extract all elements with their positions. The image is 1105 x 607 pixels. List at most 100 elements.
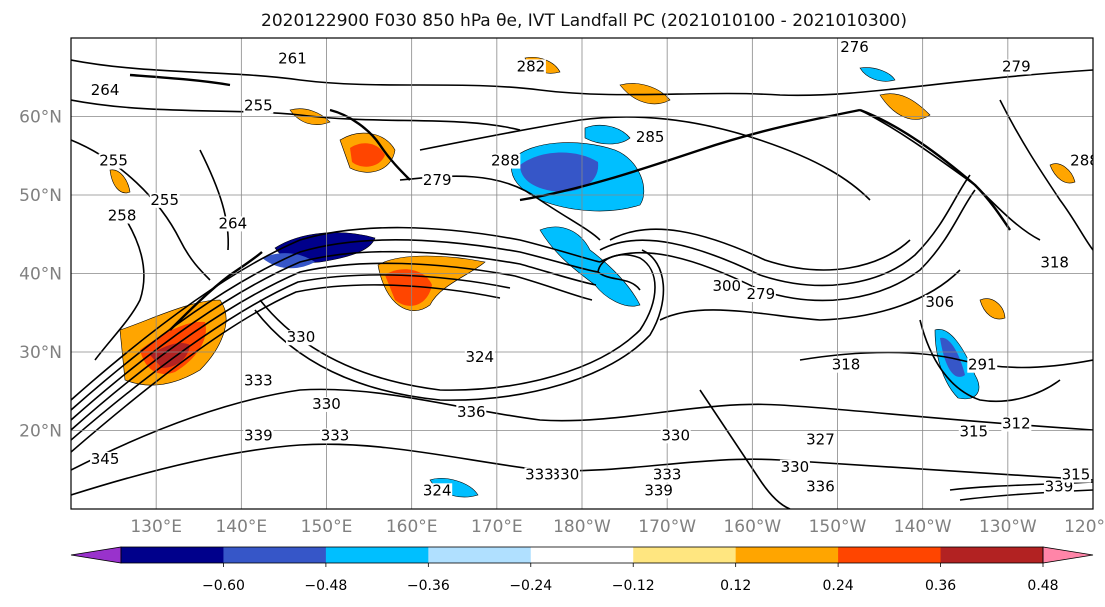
contour-tropic-5 [959,489,1093,501]
colorbar-segment-4 [530,547,634,563]
lon-tick-label-1: 140°E [215,517,267,537]
lon-tick-label-11: 120°W [1064,517,1105,537]
colorbar-tick-label-8: 0.48 [1027,578,1058,594]
contour-jet-3 [71,250,597,421]
contour-label-bg-23 [660,428,691,444]
contour-label-bg-27 [643,483,674,499]
contour-label-bg-24 [652,467,683,483]
contour-label-bg-25 [549,467,580,483]
contour-north-2 [71,99,521,131]
shade-red-okhotsk [350,143,385,167]
coast-siberia [129,73,231,87]
contour-eastpac-2 [799,351,1093,369]
lon-tick-label-2: 150°E [301,517,353,537]
shade-sky-central-npac [539,226,641,307]
contour-label-7: 285 [636,128,665,146]
contour-label-39: 279 [747,285,776,303]
contour-label-28: 324 [423,481,452,499]
coast-japan [169,251,263,331]
contour-label-32: 312 [1002,415,1031,433]
contour-label-6: 288 [491,152,520,170]
contour-east-3 [609,228,911,271]
lon-tick-label-4: 170°E [471,517,523,537]
contour-label-26: 333 [525,466,554,484]
colorbar-segment-0 [121,547,224,563]
contour-north-4 [419,116,871,201]
contour-label-30: 330 [781,458,810,476]
contour-label-bg-29 [805,432,836,448]
contour-label-35: 291 [968,356,997,374]
shade-orange-canada [1049,163,1076,184]
colorbar: −0.60 −0.48 −0.36 −0.24 −0.12 0.12 0.24 0.36 0.4… [70,546,1094,594]
contour-label-bg-31 [958,424,989,440]
colorbar-tick-label-1: −0.48 [304,578,347,594]
contour-label-bg-40 [464,349,495,365]
contour-label-bg-7 [635,130,666,146]
lon-tick-label-10: 130°W [979,517,1037,537]
contour-label-bg-20 [243,428,274,444]
lon-tick-label-6: 170°W [638,517,696,537]
contour-label-bg-8 [422,173,453,189]
contour-jet-5 [71,274,511,441]
colorbar-tick-label-4: −0.12 [612,578,655,594]
lon-tick-label-3: 160°E [386,517,438,537]
coast-north-america [859,108,1011,231]
contour-label-11: 255 [150,191,179,209]
contour-label-12: 264 [218,214,247,232]
contour-label-2: 255 [244,97,273,115]
contour-label-bg-37 [1039,255,1070,271]
colorbar-tick-label-6: 0.24 [823,578,854,594]
contour-label-bg-21 [90,451,121,467]
contour-label-bg-6 [490,153,521,169]
contour-label-bg-13 [711,279,742,295]
contour-label-20: 339 [244,426,273,444]
lat-tick-label-3: 50°N [19,186,62,206]
colorbar-tick-label-3: −0.24 [509,578,552,594]
contour-jet-4 [71,262,593,431]
colorbar-frame [120,546,1044,564]
contour-label-14: 306 [925,293,954,311]
colorbar-tick-label-0: −0.60 [202,578,245,594]
contour-east-canada [999,99,1093,251]
contour-asia-1 [94,209,145,361]
contour-label-25: 330 [551,466,580,484]
contour-jet-2 [71,239,599,411]
contour-label-bg-10 [107,208,138,224]
lat-tick-label-4: 60°N [19,108,62,128]
contour-label-bg-2 [243,98,274,114]
contour-label-31: 315 [959,422,988,440]
contour-north-1 [71,59,1093,97]
shade-orange-tropics [979,298,1006,320]
colorbar-segment-2 [325,547,429,563]
contour-east-2 [599,174,971,287]
contour-label-19: 333 [321,426,350,444]
contour-label-bg-19 [320,428,351,444]
contour-label-bg-15 [831,357,862,373]
coast-aleutians [519,108,861,202]
lat-tick-label-2: 40°N [19,265,62,285]
contour-label-9: 255 [99,152,128,170]
colorbar-extend-high [1042,546,1094,564]
contour-label-bg-33 [805,479,836,495]
contour-label-5: 279 [1002,57,1031,75]
contour-label-27: 339 [644,481,673,499]
colorbar-segment-3 [428,547,532,563]
contour-label-38: 288 [1070,152,1099,170]
longitude-ticks: 130°E 140°E 150°E 160°E 170°E 180°W 170°W 160°W… [130,517,1105,537]
shade-orange-china [109,169,131,194]
contour-label-bg-0 [90,82,121,98]
contour-asia-2 [199,149,230,251]
contour-label-bg-18 [311,396,342,412]
figure-title: 2020122900 F030 850 hPa θe, IVT Landfall… [261,11,907,31]
shade-darkred-japan [150,343,190,368]
contour-label-0: 264 [91,81,120,99]
contour-label-40: 324 [465,348,494,366]
contour-label-15: 318 [832,356,861,374]
contour-label-bg-36 [1060,467,1091,483]
contour-label-17: 333 [244,371,273,389]
shade-orange-alaska [619,83,671,105]
colorbar-tick-label-7: 0.36 [925,578,956,594]
colorbar-segment-5 [633,547,737,563]
contour-label-bg-34 [1043,479,1074,495]
